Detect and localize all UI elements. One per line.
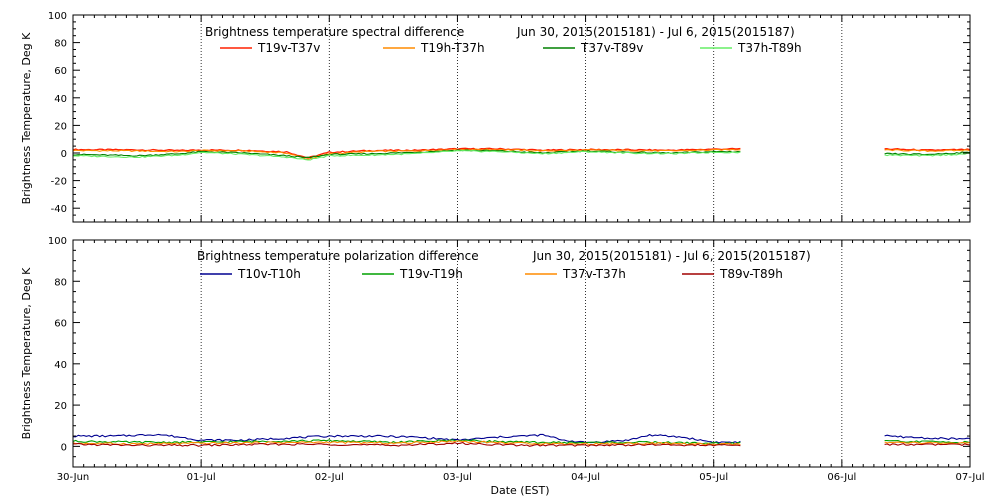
y-tick-label: -40: [51, 204, 67, 215]
spectral-y-axis-label: Brightness Temperature, Deg K: [20, 32, 33, 204]
series-line-t19v-t37v-after-gap: [884, 148, 971, 152]
series-line-t19h-t37h-after-gap: [884, 149, 971, 152]
polarization-difference-panel: 0 20 40 60 80 100 Brightness Temperature, Deg…: [20, 236, 984, 483]
series-line-t10v-t10h: [72, 433, 741, 444]
spectral-ticks: -40 -20 0 20 40 60 80 100: [48, 11, 971, 223]
polarization-y-axis-label: Brightness Temperature, Deg K: [20, 267, 33, 439]
x-tick-label: 02-Jul: [315, 472, 344, 483]
x-tick-label: 01-Jul: [187, 472, 216, 483]
x-tick-label: 06-Jul: [827, 472, 856, 483]
legend-label: T19v-T37v: [257, 41, 320, 55]
x-tick-label: 30-Jun: [57, 472, 90, 483]
x-tick-label: 05-Jul: [699, 472, 728, 483]
y-tick-label: 100: [48, 236, 67, 247]
polarization-legend: T10v-T10h T19v-T19h T37v-T37h T89v-T89h: [200, 267, 783, 281]
series-line-t19h-t37h: [72, 148, 741, 160]
y-tick-label: 100: [48, 11, 67, 22]
x-axis-tick-labels: 30-Jun 01-Jul 02-Jul 03-Jul 04-Jul 05-Jul 06-J…: [57, 472, 985, 483]
legend-label: T37v-T37h: [562, 267, 626, 281]
y-tick-label: 40: [54, 94, 67, 105]
polarization-gridlines: [200, 240, 843, 467]
legend-label: T37h-T89h: [737, 41, 802, 55]
y-tick-label: -20: [51, 177, 67, 188]
spectral-series-group: [72, 147, 971, 161]
series-line-t37v-t89v-after-gap: [884, 151, 971, 156]
polarization-series-group: [72, 433, 971, 447]
series-line-t37v-t37h: [72, 440, 741, 446]
y-tick-label: 40: [54, 360, 67, 371]
series-line-t19v-t19h-after-gap: [884, 439, 971, 444]
spectral-chart-title: Brightness temperature spectral differen…: [205, 25, 464, 39]
y-tick-label: 20: [54, 401, 67, 412]
x-tick-label: 04-Jul: [571, 472, 600, 483]
series-line-t37h-t89h-after-gap: [884, 152, 971, 157]
spectral-legend: T19v-T37v T19h-T37h T37v-T89v T37h-T89h: [220, 41, 802, 55]
x-tick-label: 03-Jul: [443, 472, 472, 483]
legend-label: T19h-T37h: [420, 41, 485, 55]
x-tick-label: 07-Jul: [956, 472, 985, 483]
series-line-t89v-t89h: [72, 441, 741, 447]
polarization-ticks: 0 20 40 60 80 100: [48, 236, 971, 468]
legend-label: T19v-T19h: [399, 267, 463, 281]
y-tick-label: 0: [61, 442, 67, 453]
y-tick-label: 80: [54, 277, 67, 288]
polarization-date-range: Jun 30, 2015(2015181) - Jul 6, 2015(2015…: [532, 249, 811, 263]
spectral-date-range: Jun 30, 2015(2015181) - Jul 6, 2015(2015…: [516, 25, 795, 39]
series-line-t89v-t89h-after-gap: [884, 443, 971, 446]
legend-label: T10v-T10h: [237, 267, 301, 281]
series-line-t19v-t37v: [72, 147, 741, 159]
legend-label: T89v-T89h: [719, 267, 783, 281]
y-tick-label: 80: [54, 39, 67, 50]
y-tick-label: 20: [54, 121, 67, 132]
polarization-chart-title: Brightness temperature polarization diff…: [197, 249, 479, 263]
series-line-t37h-t89h: [72, 149, 741, 161]
y-tick-label: 0: [61, 149, 67, 160]
legend-label: T37v-T89v: [580, 41, 643, 55]
series-line-t10v-t10h-after-gap: [884, 434, 971, 441]
y-tick-label: 60: [54, 319, 67, 330]
x-axis-label: Date (EST): [490, 484, 549, 497]
y-tick-label: 60: [54, 66, 67, 77]
spectral-difference-panel: -40 -20 0 20 40 60 80 100 Brightness Temperatur…: [20, 11, 971, 223]
